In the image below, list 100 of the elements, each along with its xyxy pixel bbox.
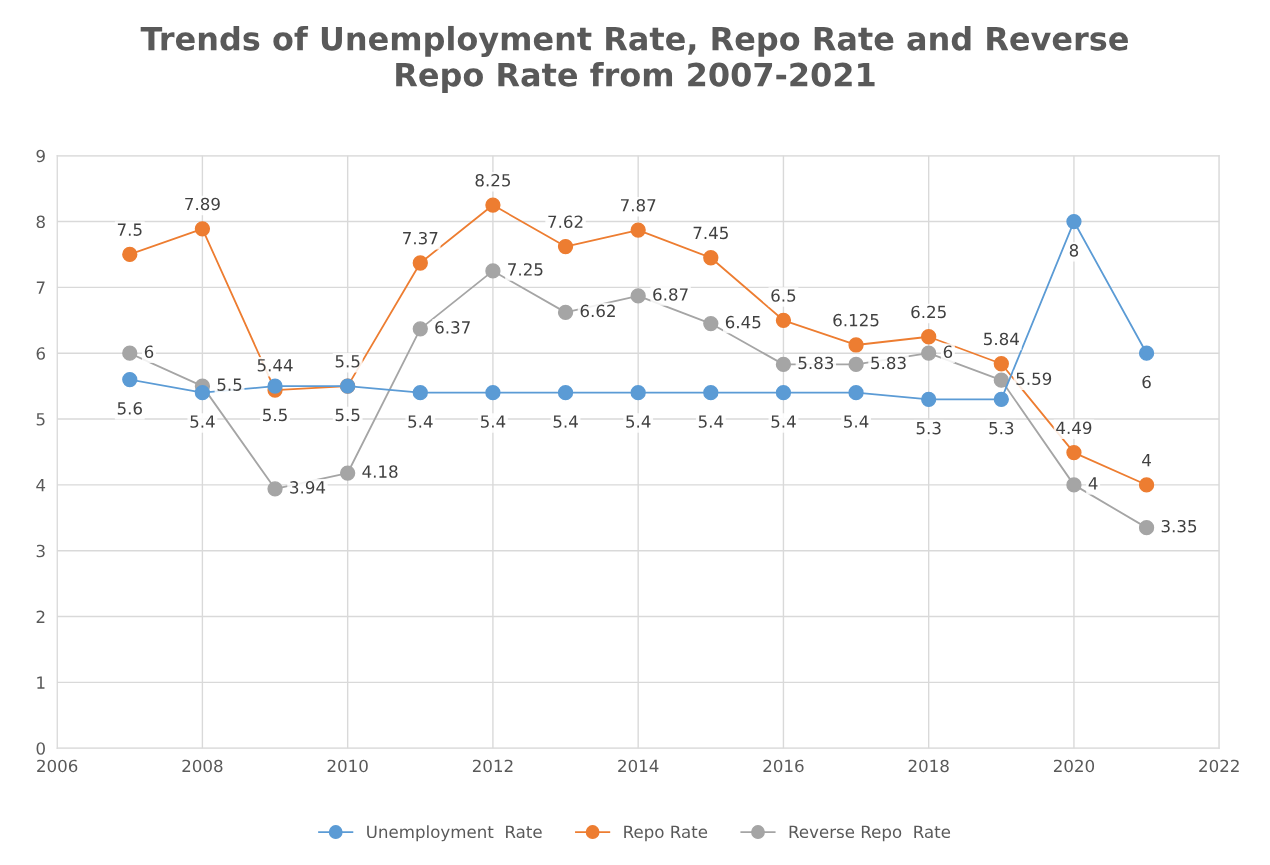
- data-label: 6: [1142, 375, 1151, 389]
- y-tick-label: 6: [36, 347, 45, 360]
- y-tick-label: 8: [36, 215, 45, 229]
- data-label: 5.5: [217, 378, 242, 391]
- point: [775, 385, 792, 401]
- point: [412, 321, 428, 337]
- x-tick-label: 2010: [327, 759, 368, 773]
- point: [1066, 477, 1082, 493]
- data-label: 7.37: [403, 231, 438, 245]
- data-label: 6.45: [725, 315, 761, 329]
- data-label: 4: [1142, 453, 1151, 467]
- x-tick-label: 2016: [763, 759, 804, 773]
- point: [1138, 520, 1155, 536]
- point: [775, 356, 792, 373]
- legend-label: Unemployment Rate: [367, 825, 542, 842]
- point: [485, 197, 501, 213]
- point: [267, 378, 283, 394]
- data-label: 5.4: [190, 415, 215, 428]
- point: [848, 356, 864, 373]
- data-label: 6.125: [833, 313, 879, 327]
- y-tick-label: 4: [36, 479, 46, 492]
- point: [1066, 213, 1082, 230]
- point: [848, 337, 864, 353]
- x-tick-label: 2022: [1199, 759, 1239, 773]
- point: [921, 391, 937, 407]
- x-tick-label: 2018: [908, 759, 949, 773]
- point: [703, 250, 719, 266]
- point: [630, 222, 646, 238]
- data-label: 5.5: [335, 355, 360, 368]
- data-label: 5.4: [771, 415, 796, 428]
- x-tick-label: 2014: [618, 759, 659, 773]
- data-label: 5.4: [408, 415, 433, 428]
- data-label: 6: [943, 345, 953, 359]
- point: [412, 255, 428, 271]
- point: [993, 356, 1009, 372]
- point: [412, 385, 428, 401]
- data-label: 4: [1088, 477, 1098, 490]
- point: [485, 385, 501, 401]
- point: [1066, 444, 1082, 461]
- legend-label: Reverse Repo Rate: [789, 825, 951, 842]
- legend-label: Repo Rate: [624, 825, 708, 842]
- data-label: 6.5: [771, 289, 796, 302]
- data-label: 5.83: [798, 356, 834, 370]
- point: [993, 372, 1009, 388]
- data-label: 5.3: [989, 421, 1014, 435]
- point: [630, 385, 646, 401]
- data-label: 5.83: [871, 356, 906, 370]
- point: [1138, 345, 1155, 361]
- data-label: 7.62: [548, 215, 583, 229]
- x-tick-label: 2006: [37, 759, 78, 773]
- point: [1138, 477, 1155, 493]
- y-tick-label: 0: [36, 742, 45, 755]
- point: [775, 312, 792, 328]
- data-label: 7.25: [508, 263, 543, 276]
- data-label: 4.49: [1056, 421, 1092, 435]
- point: [194, 221, 211, 237]
- point: [921, 345, 937, 361]
- point: [557, 304, 574, 321]
- data-label: 3.94: [290, 481, 326, 494]
- point: [340, 465, 356, 481]
- data-label: 5.6: [117, 402, 142, 415]
- point: [122, 246, 138, 263]
- data-label: 6: [144, 345, 154, 359]
- data-label: 7.87: [620, 198, 656, 212]
- data-label: 5.84: [984, 332, 1019, 346]
- data-label: 6.87: [653, 288, 688, 301]
- data-label: 7.5: [117, 223, 142, 236]
- y-tick-label: 1: [37, 676, 45, 689]
- point: [703, 385, 719, 401]
- data-label: 4.18: [362, 465, 398, 478]
- data-label: 5.4: [844, 415, 869, 428]
- data-label: 5.4: [553, 415, 578, 428]
- y-tick-label: 2: [36, 610, 45, 623]
- chart-title: Trends of Unemployment Rate, Repo Rate and Reverse Repo Rate from 2007-2021: [140, 25, 1128, 93]
- data-label: 5.5: [263, 408, 287, 422]
- data-label: 5.4: [626, 415, 651, 428]
- y-tick-label: 3: [36, 544, 45, 558]
- data-label: 7.89: [185, 197, 220, 211]
- point: [194, 385, 211, 401]
- point: [122, 371, 138, 388]
- point: [485, 263, 501, 279]
- data-label: 5.5: [335, 408, 360, 422]
- point: [703, 315, 719, 332]
- point: [267, 481, 283, 497]
- point: [122, 345, 138, 361]
- data-label: 7.45: [693, 226, 728, 240]
- point: [630, 288, 646, 304]
- data-label: 5.4: [698, 415, 724, 428]
- x-tick-label: 2012: [472, 759, 513, 773]
- data-label: 6.25: [911, 305, 946, 319]
- data-label: 8: [1069, 244, 1079, 257]
- data-label: 3.35: [1161, 519, 1197, 533]
- point: [848, 385, 864, 401]
- data-label: 6.37: [435, 321, 470, 334]
- y-tick-label: 5: [36, 413, 45, 426]
- data-label: 5.44: [257, 359, 293, 372]
- x-tick-label: 2008: [182, 759, 223, 773]
- data-label: 5.3: [916, 421, 941, 435]
- y-tick-label: 9: [36, 149, 45, 163]
- point: [921, 329, 937, 345]
